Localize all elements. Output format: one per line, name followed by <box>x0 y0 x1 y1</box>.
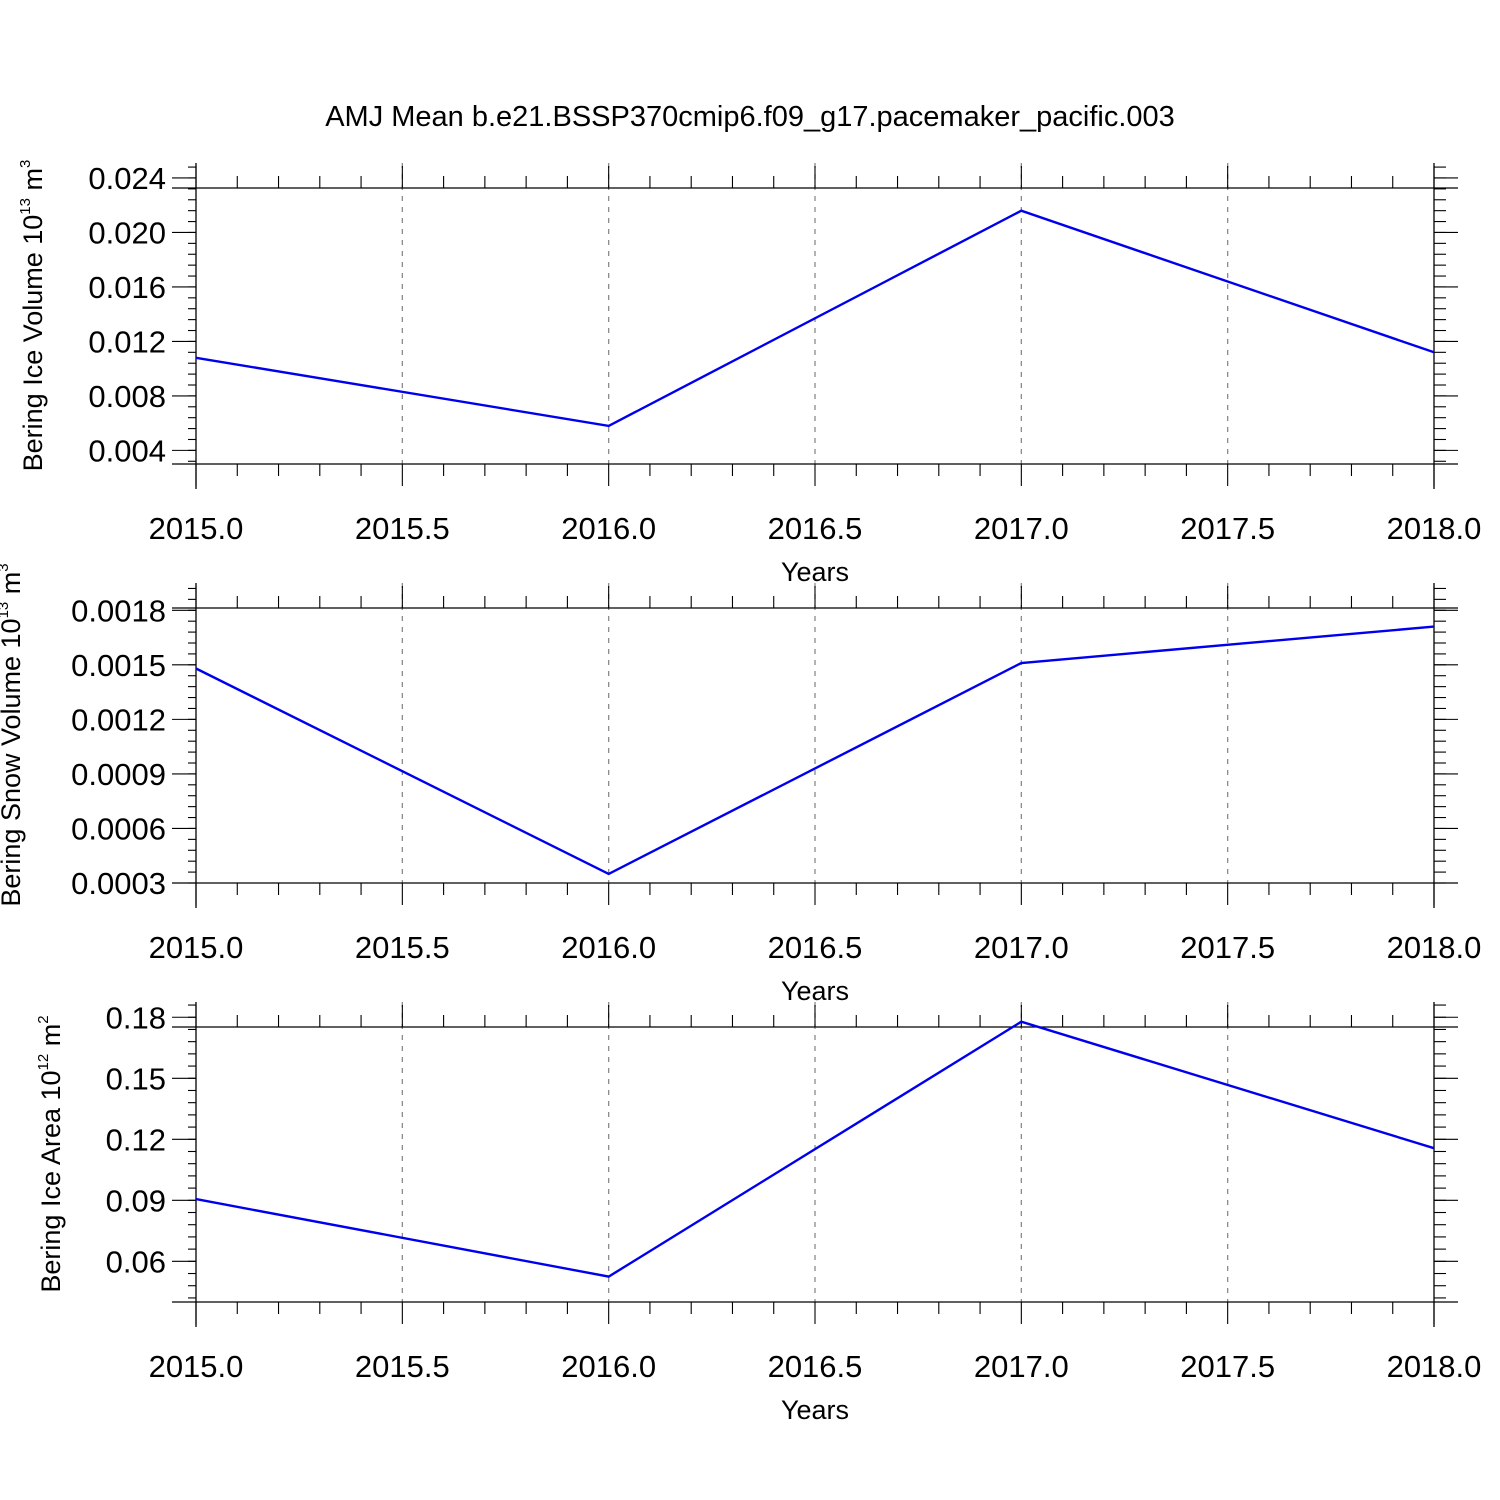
y-tick-label: 0.024 <box>88 161 166 196</box>
chart-title: AMJ Mean b.e21.BSSP370cmip6.f09_g17.pace… <box>325 101 1175 133</box>
x-tick-label: 2017.5 <box>1180 511 1275 546</box>
y-tick-label: 0.06 <box>106 1244 166 1279</box>
y-tick-label: 0.0015 <box>71 648 166 683</box>
y-tick-label: 0.0009 <box>71 757 166 792</box>
y-tick-label: 0.016 <box>88 270 166 305</box>
x-tick-label: 2016.5 <box>768 511 863 546</box>
y-tick-label: 0.0003 <box>71 866 166 901</box>
panel-3: 0.06 0.09 0.12 0.15 0.18 2015.0 2015.5 2016.0 20… <box>35 1000 1481 1425</box>
x-tick-label: 2016.5 <box>768 1349 863 1384</box>
panels: 0.004 0.008 0.012 0.016 0.020 0.024 2015.0 2015… <box>0 160 1481 1425</box>
y-axis-label: Bering Snow Volume 1013 m3 <box>0 563 26 906</box>
x-tick-label: 2016.0 <box>561 930 656 965</box>
x-tick-label: 2017.0 <box>974 511 1069 546</box>
y-axis-label: Bering Ice Volume 1013 m3 <box>17 160 48 472</box>
series-line <box>195 1020 1435 1278</box>
x-tick-label: 2017.0 <box>974 1349 1069 1384</box>
y-tick-label: 0.004 <box>88 433 166 468</box>
x-tick-label: 2018.0 <box>1387 511 1482 546</box>
x-tick-label: 2017.0 <box>974 930 1069 965</box>
y-tick-label: 0.008 <box>88 379 166 414</box>
y-tick-label: 0.18 <box>106 1000 166 1035</box>
y-tick-label: 0.020 <box>88 215 166 250</box>
x-tick-label: 2015.5 <box>355 511 450 546</box>
x-tick-label: 2017.5 <box>1180 930 1275 965</box>
x-tick-label: 2016.5 <box>768 930 863 965</box>
y-tick-label: 0.12 <box>106 1122 166 1157</box>
x-tick-label: 2016.0 <box>561 511 656 546</box>
y-tick-label: 0.0012 <box>71 702 166 737</box>
x-tick-label: 2015.5 <box>355 1349 450 1384</box>
y-tick-label: 0.15 <box>106 1061 166 1096</box>
y-tick-label: 0.0006 <box>71 811 166 846</box>
x-tick-label: 2015.0 <box>149 511 244 546</box>
x-tick-label: 2016.0 <box>561 1349 656 1384</box>
y-axis-label: Bering Ice Area 1012 m2 <box>35 1015 66 1292</box>
panel-1: 0.004 0.008 0.012 0.016 0.020 0.024 2015.0 2015… <box>17 160 1481 587</box>
panel-2: 0.0003 0.0006 0.0009 0.0012 0.0015 0.0018 2015… <box>0 563 1481 1006</box>
x-tick-label: 2015.5 <box>355 930 450 965</box>
series-line <box>195 209 1435 428</box>
y-tick-label: 0.09 <box>106 1183 166 1218</box>
series-line <box>195 625 1435 876</box>
x-axis-label: Years <box>781 557 849 587</box>
x-tick-label: 2015.0 <box>149 1349 244 1384</box>
x-axis-label: Years <box>781 1395 849 1425</box>
x-tick-label: 2017.5 <box>1180 1349 1275 1384</box>
x-tick-label: 2018.0 <box>1387 1349 1482 1384</box>
x-axis-label: Years <box>781 976 849 1006</box>
x-tick-label: 2015.0 <box>149 930 244 965</box>
x-tick-label: 2018.0 <box>1387 930 1482 965</box>
y-tick-label: 0.012 <box>88 324 166 359</box>
y-tick-label: 0.0018 <box>71 593 166 628</box>
